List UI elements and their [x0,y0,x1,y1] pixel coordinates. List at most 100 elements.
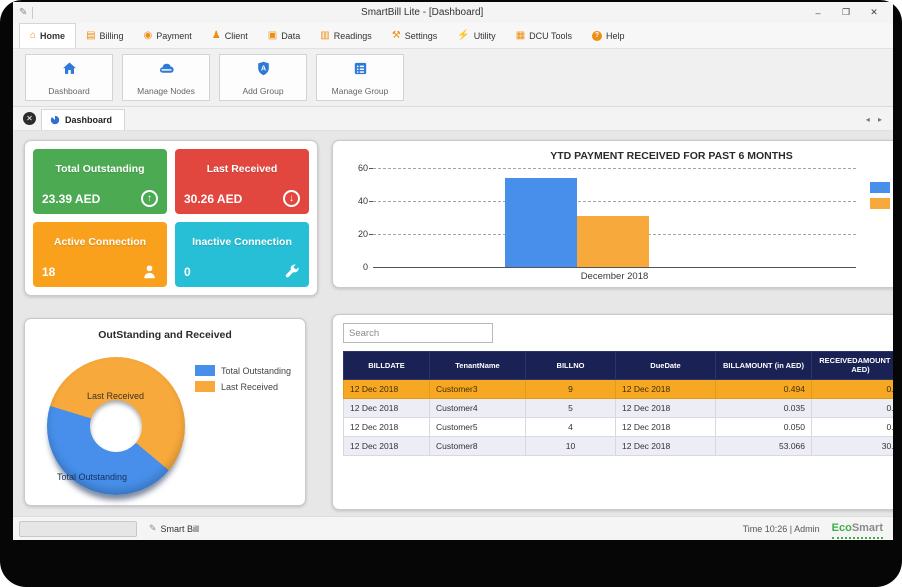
billing-icon: ▤ [86,29,96,41]
table-cell[interactable]: 12 Dec 2018 [615,435,716,456]
table-cell[interactable]: 12 Dec 2018 [615,397,716,418]
manage-nodes-button[interactable]: Manage Nodes [122,54,210,101]
document-tab-strip: ✕ Dashboard ◂ ▸ [13,107,893,131]
table-cell[interactable]: 0.035 [715,397,812,418]
column-header[interactable]: BILLDATE [343,351,430,380]
dashboard-button[interactable]: Dashboard [25,54,113,101]
person-icon [141,263,158,280]
legend-item-received-amount: Received Amount [870,198,893,209]
table-header-row: BILLDATE TenantName BILLNO DueDate BILLA… [343,351,893,380]
table-cell[interactable]: 12 Dec 2018 [343,416,430,437]
table-cell[interactable]: 12 Dec 2018 [343,435,430,456]
svg-text:A: A [260,64,265,72]
dcu-tools-icon: ▦ [515,29,526,41]
titlebar-divider [32,6,34,19]
add-group-button[interactable]: A Add Group [219,54,307,101]
statusbar-panel [19,520,137,537]
menu-item-billing[interactable]: ▤ Billing [76,23,133,48]
menu-label: Client [224,30,248,41]
minimize-button[interactable]: – [815,7,821,18]
table-cell[interactable]: 53.066 [715,435,812,456]
table-cell[interactable]: 9 [525,378,616,399]
left-column: Total Outstanding 23.39 AED ↑ Last Recei… [24,140,318,510]
table-cell[interactable]: 0.494 [715,378,812,399]
table-cell[interactable]: Customer4 [429,397,526,418]
table-cell[interactable]: 0.24 [811,378,893,399]
list-icon [352,60,369,82]
arrow-down-circle-icon: ↓ [283,190,300,207]
table-row[interactable]: 12 Dec 2018 Customer8 10 12 Dec 2018 53.066 3… [343,435,893,456]
kpi-panel: Total Outstanding 23.39 AED ↑ Last Recei… [24,140,318,296]
table-cell[interactable]: 0.050 [715,416,812,437]
close-tab-icon[interactable]: ✕ [23,112,36,125]
menu-item-readings[interactable]: ▥ Readings [310,23,381,48]
tab-dashboard[interactable]: Dashboard [41,109,126,130]
kpi-total-outstanding: Total Outstanding 23.39 AED ↑ [33,149,167,214]
right-column: YTD PAYMENT RECEIVED FOR PAST 6 MONTHS 6… [332,140,893,510]
manage-group-button[interactable]: Manage Group [316,54,404,101]
close-button[interactable]: ✕ [870,7,878,17]
legend-item-bill-amount: Bill Amount [870,182,893,193]
search-input[interactable] [343,323,493,343]
table-cell[interactable]: 0.00 [811,416,893,437]
column-header[interactable]: DueDate [615,351,716,380]
pie-slice-label: Last Received [87,391,145,401]
table-cell[interactable]: 12 Dec 2018 [343,397,430,418]
column-header[interactable]: TenantName [429,351,526,380]
legend-item-total-outstanding: Total Outstanding [194,365,291,376]
column-header[interactable]: RECEIVEDAMOUNT (in AED) [811,351,893,380]
arrow-up-circle-icon: ↑ [141,190,158,207]
y-axis-tick: 40 [357,195,368,206]
legend-swatch [870,198,890,209]
home-icon [61,60,78,82]
table-cell[interactable]: 10 [525,435,616,456]
pie-slice-label: Total Outstanding [57,472,128,482]
bar-chart-legend: Bill Amount Received Amount [870,168,893,283]
kpi-title: Active Connection [53,236,147,248]
title-bar: ✎ SmartBill Lite - [Dashboard] – ❐ ✕ [13,2,893,23]
x-axis-label: December 2018 [580,271,649,282]
menu-item-home[interactable]: ⌂ Home [19,23,77,48]
table-cell[interactable]: 12 Dec 2018 [615,416,716,437]
menu-item-utility[interactable]: ⚡ Utility [447,23,505,48]
tab-scroll-arrows[interactable]: ◂ ▸ [865,115,885,124]
maximize-button[interactable]: ❐ [841,7,851,17]
dashboard-content: Total Outstanding 23.39 AED ↑ Last Recei… [13,131,893,516]
menu-item-help[interactable]: ? Help [582,23,635,48]
toolbar-button-label: Dashboard [48,85,90,96]
menu-item-dcu-tools[interactable]: ▦ DCU Tools [506,23,582,48]
help-icon: ? [592,30,602,41]
table-cell[interactable]: 4 [525,416,616,437]
table-cell[interactable]: Customer5 [429,416,526,437]
table-cell[interactable]: 30.00 [811,435,893,456]
utility-icon: ⚡ [457,29,470,41]
pie-chart-title: OutStanding and Received [98,329,232,341]
legend-label: Last Received [220,381,278,392]
toolbar-button-label: Manage Group [331,85,389,96]
wrench-icon [283,263,300,280]
table-cell[interactable]: 0.02 [811,397,893,418]
column-header[interactable]: BILLNO [525,351,616,380]
cloud-icon [158,60,175,82]
bar-chart-panel: YTD PAYMENT RECEIVED FOR PAST 6 MONTHS 6… [332,140,893,288]
menu-bar: ⌂ Home ▤ Billing ◉ Payment ♟ Client ▣ Da… [13,23,893,49]
dashboard-tab-icon [50,115,60,125]
menu-label: Data [281,30,301,41]
table-cell[interactable]: Customer3 [429,378,526,399]
table-cell[interactable]: 12 Dec 2018 [615,378,716,399]
menu-item-payment[interactable]: ◉ Payment [134,23,202,48]
menu-item-settings[interactable]: ⚒ Settings [382,23,448,48]
bar-received-amount [576,215,649,267]
menu-item-client[interactable]: ♟ Client [202,23,258,48]
menu-item-data[interactable]: ▣ Data [258,23,310,48]
legend-label: Total Outstanding [220,365,291,376]
table-cell[interactable]: 12 Dec 2018 [343,378,430,399]
payment-icon: ◉ [143,29,153,41]
table-cell[interactable]: 5 [525,397,616,418]
app-icon: ✎ [19,7,28,18]
table-cell[interactable]: Customer8 [429,435,526,456]
column-header[interactable]: BILLAMOUNT (in AED) [715,351,812,380]
